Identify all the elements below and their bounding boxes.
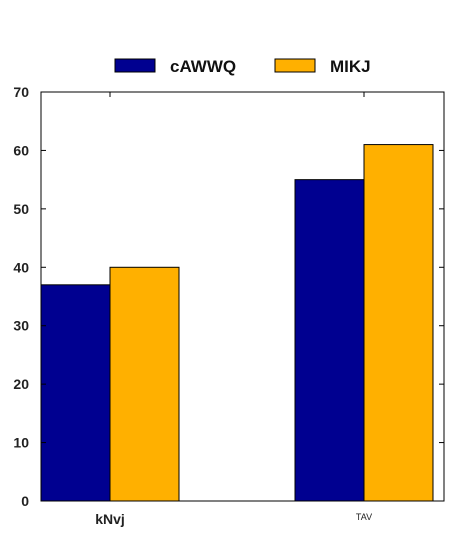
x-axis-ticks: kNvj TAV [95,92,372,527]
y-tick-label: 40 [13,259,29,275]
x-tick-label-TAV: TAV [356,512,372,522]
y-axis-ticks: 0 10 20 30 40 50 60 70 [13,84,444,509]
y-tick-label: 20 [13,376,29,392]
plot-frame [40,91,445,502]
bars [40,144,434,502]
legend-swatch-cAWWQ [114,58,156,73]
bar-cAWWQ-kNvj [40,284,111,502]
y-tick-label: 0 [21,493,29,509]
legend: cAWWQ MIKJ [114,57,371,76]
bar-MIKJ-TAV [363,144,434,502]
x-tick-label-kNvj: kNvj [95,511,125,527]
y-tick-label: 50 [13,201,29,217]
y-tick-label: 70 [13,84,29,100]
legend-label-cAWWQ: cAWWQ [170,57,236,76]
bar-cAWWQ-TAV [294,179,365,502]
y-tick-label: 10 [13,435,29,451]
bar-MIKJ-kNvj [109,266,180,502]
legend-swatch-MIKJ [274,58,316,73]
y-tick-label: 60 [13,142,29,158]
legend-label-MIKJ: MIKJ [330,57,371,76]
y-tick-label: 30 [13,318,29,334]
